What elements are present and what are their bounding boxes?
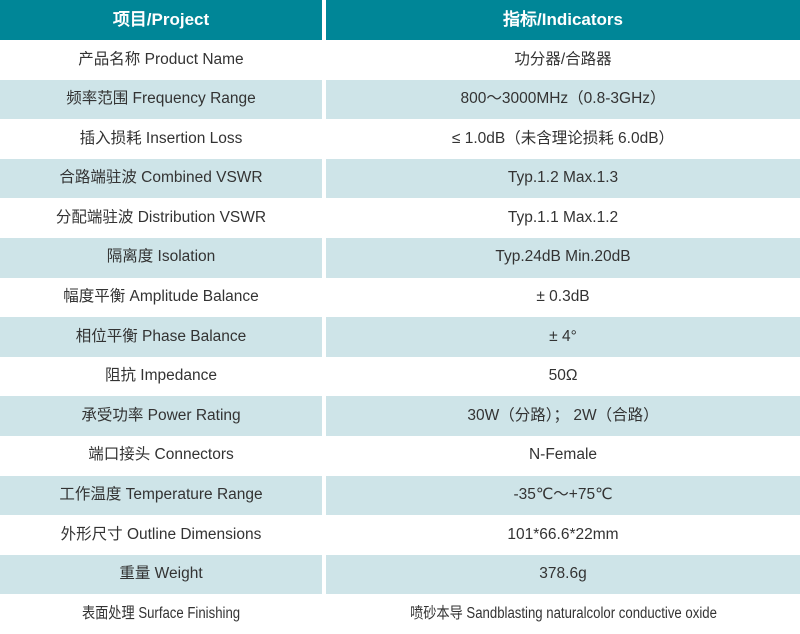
table-row-surface-finishing: 表面处理 Surface Finishing 喷砂本导 Sandblasting… bbox=[0, 594, 800, 634]
indicator-cell: 101*66.6*22mm bbox=[326, 515, 800, 555]
project-label: 产品名称 Product Name bbox=[78, 50, 244, 68]
indicator-value: Typ.1.1 Max.1.2 bbox=[507, 208, 619, 226]
indicator-cell: ≤ 1.0dB（未含理论损耗 6.0dB） bbox=[326, 119, 800, 159]
project-label: 合路端驻波 Combined VSWR bbox=[59, 169, 263, 187]
project-label: 频率范围 Frequency Range bbox=[66, 90, 256, 108]
indicator-value: 101*66.6*22mm bbox=[507, 525, 619, 543]
project-cell: 频率范围 Frequency Range bbox=[0, 79, 322, 120]
table-row-product-name: 产品名称 Product Name 功分器/合路器 bbox=[0, 40, 800, 80]
indicator-value: ≤ 1.0dB（未含理论损耗 6.0dB） bbox=[451, 129, 675, 147]
indicator-value: 30W（分路）； 2W（合路） bbox=[467, 406, 659, 424]
project-cell: 表面处理 Surface Finishing bbox=[0, 594, 322, 634]
project-cell: 工作温度 Temperature Range bbox=[0, 475, 322, 516]
indicator-value: -35℃～+75℃ bbox=[513, 486, 613, 504]
project-cell: 端口接头 Connectors bbox=[0, 435, 322, 476]
column-header-project: 项目/Project bbox=[0, 0, 322, 40]
project-cell: 幅度平衡 Amplitude Balance bbox=[0, 277, 322, 318]
indicator-value: 喷砂本导 Sandblasting naturalcolor conductiv… bbox=[409, 604, 717, 622]
indicator-value: 功分器/合路器 bbox=[514, 50, 612, 68]
indicator-value: 378.6g bbox=[539, 565, 587, 583]
project-cell: 插入损耗 Insertion Loss bbox=[0, 119, 322, 159]
table-row-distribution-vswr: 分配端驻波 Distribution VSWR Typ.1.1 Max.1.2 bbox=[0, 198, 800, 238]
project-cell: 外形尺寸 Outline Dimensions bbox=[0, 515, 322, 555]
project-label: 承受功率 Power Rating bbox=[81, 406, 241, 424]
table-header-row: 项目/Project 指标/Indicators bbox=[0, 0, 800, 40]
project-label: 表面处理 Surface Finishing bbox=[81, 604, 241, 622]
table-row-insertion-loss: 插入损耗 Insertion Loss ≤ 1.0dB（未含理论损耗 6.0dB… bbox=[0, 119, 800, 159]
table-row-amplitude-balance: 幅度平衡 Amplitude Balance ± 0.3dB bbox=[0, 277, 800, 318]
project-cell: 分配端驻波 Distribution VSWR bbox=[0, 198, 322, 238]
indicator-cell: 喷砂本导 Sandblasting naturalcolor conductiv… bbox=[326, 594, 800, 634]
indicator-cell: 800～3000MHz（0.8-3GHz） bbox=[326, 79, 800, 120]
table-row-frequency-range: 频率范围 Frequency Range 800～3000MHz（0.8-3GH… bbox=[0, 79, 800, 120]
column-header-indicators: 指标/Indicators bbox=[326, 0, 800, 40]
indicator-value: N-Female bbox=[528, 446, 598, 464]
project-cell: 承受功率 Power Rating bbox=[0, 396, 322, 436]
column-header-indicators-label: 指标/Indicators bbox=[503, 9, 623, 29]
indicator-cell: 50Ω bbox=[326, 356, 800, 397]
project-label: 分配端驻波 Distribution VSWR bbox=[55, 208, 267, 226]
project-label: 阻抗 Impedance bbox=[105, 367, 217, 385]
table-row-combined-vswr: 合路端驻波 Combined VSWR Typ.1.2 Max.1.3 bbox=[0, 158, 800, 199]
project-cell: 阻抗 Impedance bbox=[0, 356, 322, 397]
indicator-cell: ± 4° bbox=[326, 317, 800, 357]
table-row-power-rating: 承受功率 Power Rating 30W（分路）； 2W（合路） bbox=[0, 396, 800, 436]
project-label: 插入损耗 Insertion Loss bbox=[79, 129, 243, 147]
indicator-cell: Typ.1.1 Max.1.2 bbox=[326, 198, 800, 238]
indicator-cell: N-Female bbox=[326, 435, 800, 476]
table-row-temperature-range: 工作温度 Temperature Range -35℃～+75℃ bbox=[0, 475, 800, 516]
indicator-value: 50Ω bbox=[548, 367, 578, 385]
indicator-cell: -35℃～+75℃ bbox=[326, 475, 800, 516]
indicator-cell: Typ.1.2 Max.1.3 bbox=[326, 158, 800, 199]
column-header-project-label: 项目/Project bbox=[112, 9, 210, 29]
project-cell: 合路端驻波 Combined VSWR bbox=[0, 158, 322, 199]
project-label: 工作温度 Temperature Range bbox=[59, 486, 263, 504]
table-row-connectors: 端口接头 Connectors N-Female bbox=[0, 435, 800, 476]
project-label: 外形尺寸 Outline Dimensions bbox=[60, 525, 262, 543]
indicator-value: 800～3000MHz（0.8-3GHz） bbox=[460, 90, 666, 108]
indicator-cell: 30W（分路）； 2W（合路） bbox=[326, 396, 800, 436]
project-cell: 隔离度 Isolation bbox=[0, 237, 322, 278]
table-row-weight: 重量 Weight 378.6g bbox=[0, 554, 800, 595]
project-cell: 产品名称 Product Name bbox=[0, 40, 322, 80]
project-cell: 重量 Weight bbox=[0, 554, 322, 595]
project-label: 隔离度 Isolation bbox=[106, 248, 216, 266]
indicator-cell: ± 0.3dB bbox=[326, 277, 800, 318]
indicator-cell: 378.6g bbox=[326, 554, 800, 595]
project-label: 相位平衡 Phase Balance bbox=[75, 327, 247, 345]
table-row-impedance: 阻抗 Impedance 50Ω bbox=[0, 356, 800, 397]
table-row-isolation: 隔离度 Isolation Typ.24dB Min.20dB bbox=[0, 237, 800, 278]
project-label: 重量 Weight bbox=[119, 565, 203, 583]
project-cell: 相位平衡 Phase Balance bbox=[0, 317, 322, 357]
indicator-value: Typ.1.2 Max.1.3 bbox=[507, 169, 619, 187]
table-row-outline-dimensions: 外形尺寸 Outline Dimensions 101*66.6*22mm bbox=[0, 515, 800, 555]
indicator-value: Typ.24dB Min.20dB bbox=[495, 248, 631, 266]
indicator-value: ± 4° bbox=[549, 327, 577, 345]
project-label: 幅度平衡 Amplitude Balance bbox=[63, 288, 259, 306]
indicator-cell: Typ.24dB Min.20dB bbox=[326, 237, 800, 278]
project-label: 端口接头 Connectors bbox=[88, 446, 234, 464]
indicator-value: ± 0.3dB bbox=[536, 288, 590, 306]
indicator-cell: 功分器/合路器 bbox=[326, 40, 800, 80]
table-row-phase-balance: 相位平衡 Phase Balance ± 4° bbox=[0, 317, 800, 357]
